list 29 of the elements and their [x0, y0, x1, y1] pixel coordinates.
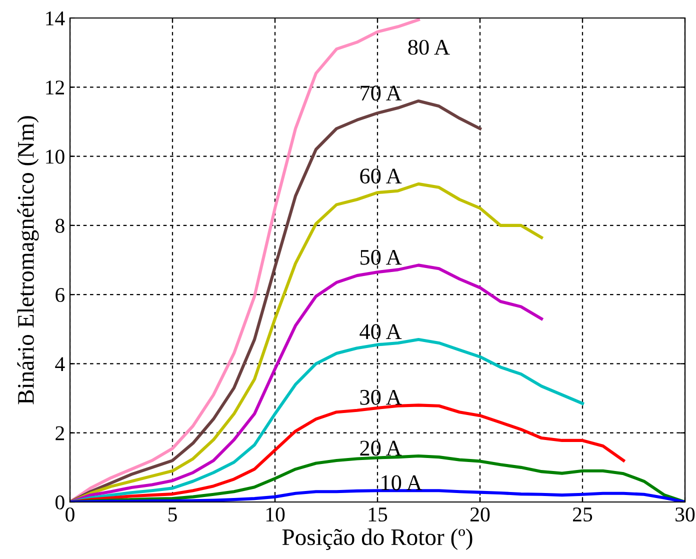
- series-label: 20 A: [360, 440, 402, 456]
- y-tick-label: 10: [46, 150, 64, 164]
- x-tick-label: 10: [266, 507, 285, 522]
- line-series: [70, 338, 584, 502]
- x-axis-title: Posição do Rotor (º): [282, 528, 472, 550]
- series-label: 30 A: [360, 390, 402, 405]
- x-tick-label: 20: [470, 507, 490, 522]
- series-label: 80 A: [408, 40, 450, 55]
- line-series: [70, 99, 482, 502]
- line-series: [70, 404, 626, 502]
- line-series: [70, 182, 544, 502]
- series-label: 50 A: [360, 250, 402, 265]
- y-tick-label: 4: [55, 357, 65, 371]
- y-tick-label: 12: [46, 80, 64, 94]
- line-series: [70, 264, 544, 502]
- y-axis-title: Binário Eletromagnético (Nm): [17, 116, 39, 404]
- y-tick-label: 6: [56, 288, 65, 302]
- x-tick-label: 15: [368, 508, 388, 522]
- y-tick-label: 2: [56, 426, 64, 440]
- series-label: 60 A: [360, 168, 402, 184]
- y-tick-label: 14: [46, 11, 65, 26]
- x-tick-label: 5: [168, 508, 177, 522]
- series-label: 40 A: [360, 324, 402, 340]
- y-tick-label: 8: [56, 218, 64, 233]
- y-tick-label: 0: [56, 495, 64, 510]
- series-label: 10 A: [382, 475, 422, 490]
- x-tick-label: 30: [676, 507, 695, 522]
- x-tick-label: 0: [66, 507, 74, 522]
- x-tick-label: 25: [573, 508, 592, 522]
